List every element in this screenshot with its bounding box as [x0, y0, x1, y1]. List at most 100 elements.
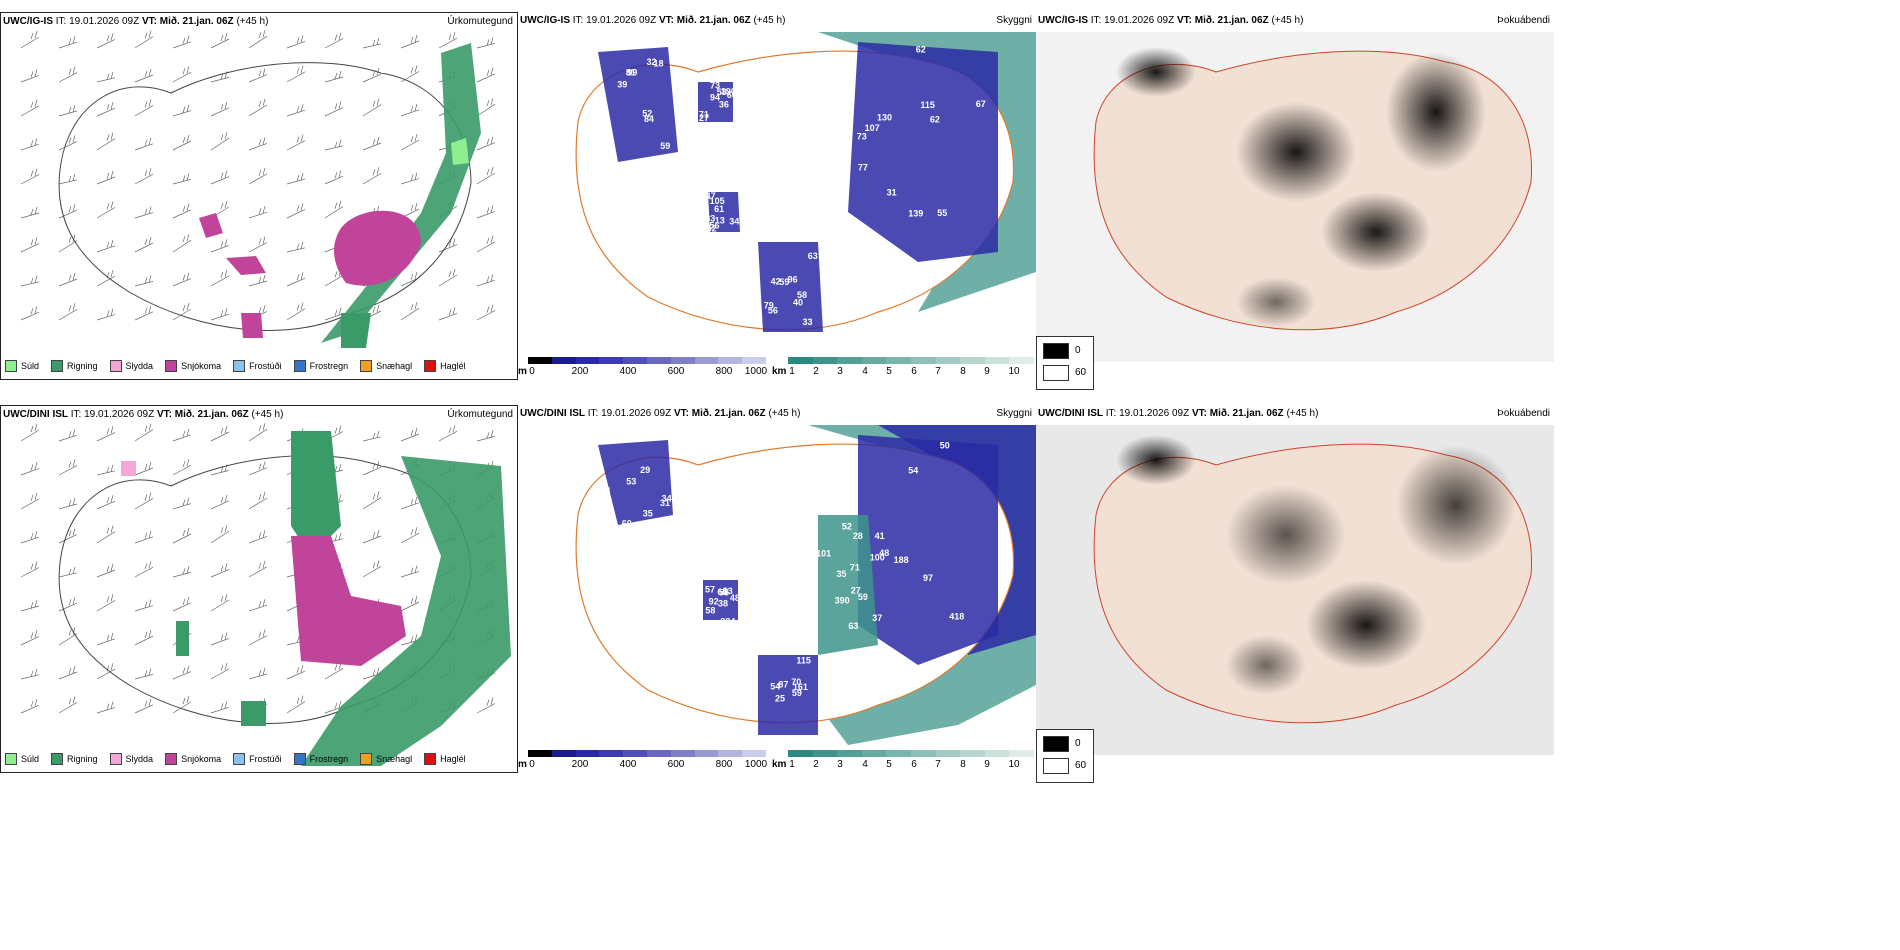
- visibility-value-label: 40: [793, 297, 803, 307]
- visibility-value-label: 105: [710, 196, 725, 206]
- legend-item: Rigning: [51, 360, 98, 372]
- visibility-value-label: 81: [626, 67, 636, 77]
- snow-area: [199, 213, 223, 238]
- legend-item: Snæhagl: [360, 753, 412, 765]
- fog-panel-row2: UWC/DINI ISL IT: 19.01.2026 09Z VT: Mið.…: [1036, 405, 1554, 773]
- tick-label: 7: [935, 759, 941, 770]
- visibility-value-label: 35: [836, 569, 846, 579]
- visibility-value-label: 83: [821, 219, 831, 229]
- visibility-value-label: 56: [768, 305, 778, 315]
- visibility-value-label: 164: [832, 213, 847, 223]
- legend-item: Slydda: [109, 753, 153, 765]
- colorbar-segment: [886, 750, 912, 757]
- low-visibility-area: [708, 192, 740, 232]
- visibility-value-label: 101: [816, 549, 831, 559]
- legend-item: Snjókoma: [165, 360, 221, 372]
- visibility-value-label: 59: [792, 688, 802, 698]
- colorbar-segment: [886, 357, 912, 364]
- visibility-value-label: 62: [930, 114, 940, 124]
- legend-swatch-rain: [51, 360, 64, 372]
- tick-label: 2: [813, 759, 819, 770]
- visibility-value-label: 53: [721, 492, 731, 502]
- visibility-value-label: 92: [709, 597, 719, 607]
- visibility-panel-row2: UWC/DINI ISL IT: 19.01.2026 09Z VT: Mið.…: [518, 405, 1036, 773]
- legend-swatch-freezing-rain: [293, 753, 306, 765]
- colorbar-segment: [861, 357, 888, 364]
- tick-label: 1000: [744, 366, 768, 377]
- tick-label: 600: [667, 759, 685, 770]
- tick-label: 8: [960, 366, 966, 377]
- visibility-value-label: 63: [848, 621, 858, 631]
- visibility-value-label: 34: [662, 493, 672, 503]
- colorbar-segment: [551, 357, 577, 364]
- visibility-value-label: 38: [806, 638, 816, 648]
- visibility-value-label: 42: [771, 276, 781, 286]
- visibility-value-label: 115: [796, 656, 811, 666]
- visibility-value-label: 84: [644, 114, 654, 124]
- tick-label: 8: [960, 759, 966, 770]
- colorbar-segment: [837, 750, 863, 757]
- visibility-value-label: 37: [872, 613, 882, 623]
- visibility-value-label: 139: [908, 209, 923, 219]
- visibility-value-label: 130: [877, 113, 892, 123]
- legend-swatch-hail: [424, 753, 437, 765]
- colorbar-segment: [647, 357, 672, 364]
- visibility-value-label: 67: [976, 99, 986, 109]
- visibility-value-label: 34: [729, 216, 739, 226]
- visibility-value-label: 30: [836, 236, 846, 246]
- visibility-value-label: 57: [705, 585, 715, 595]
- visibility-value-label: 107: [865, 123, 880, 133]
- rain-area: [341, 313, 371, 348]
- legend-swatch-snow-grains: [360, 753, 373, 765]
- legend-swatch-freezing-rain: [293, 360, 306, 372]
- low-visibility-area: [758, 242, 823, 332]
- tick-label: 200: [571, 759, 589, 770]
- panel-header: UWC/DINI ISL IT: 19.01.2026 09Z VT: Mið.…: [3, 408, 513, 422]
- visibility-value-label: 418: [949, 611, 964, 621]
- moderate-visibility-area: [818, 515, 878, 655]
- visibility-value-label: 36: [719, 100, 729, 110]
- visibility-km-colorbar: km 1 2 3 4 5 6 7 8 9 10: [772, 750, 1035, 772]
- colorbar-segment: [911, 750, 937, 757]
- visibility-value-label: 130: [607, 526, 622, 536]
- visibility-value-label: 61: [714, 204, 724, 214]
- legend-item: Frostúði: [233, 360, 282, 372]
- visibility-value-label: 48: [730, 593, 740, 603]
- visibility-value-label: 59: [779, 277, 789, 287]
- legend-swatch-sleet: [109, 753, 122, 765]
- low-visibility-area: [598, 440, 673, 525]
- legend-item: Slydda: [109, 360, 153, 372]
- precip-panel-row1: UWC/IG-IS IT: 19.01.2026 09Z VT: Mið. 21…: [0, 12, 518, 380]
- visibility-value-label: 87: [778, 680, 788, 690]
- fog-patch: [1226, 635, 1306, 695]
- legend-swatch-freezing-drizzle: [233, 753, 246, 765]
- visibility-value-label: 99: [627, 68, 637, 78]
- fog-legend-swatch-high: [1043, 343, 1069, 359]
- fog-map: [1036, 32, 1554, 362]
- visibility-value-label: 39: [617, 80, 627, 90]
- fog-panel-row1: UWC/IG-IS IT: 19.01.2026 09Z VT: Mið. 21…: [1036, 12, 1554, 380]
- low-visibility-area: [858, 435, 998, 665]
- visibility-value-label: 71: [699, 110, 709, 120]
- low-visibility-area: [703, 580, 738, 620]
- visibility-value-label: 41: [875, 531, 885, 541]
- visibility-value-label: 68: [725, 481, 735, 491]
- visibility-value-label: 86: [818, 231, 828, 241]
- visibility-value-label: 59: [858, 592, 868, 602]
- visibility-value-label: 97: [923, 573, 933, 583]
- tick-label: 7: [935, 366, 941, 377]
- tick-label: 9: [984, 366, 990, 377]
- colorbar-segment: [575, 357, 601, 364]
- fog-patch: [1116, 47, 1196, 97]
- visibility-value-label: 53: [626, 477, 636, 487]
- visibility-value-label: 51: [725, 500, 735, 510]
- visibility-value-label: 28: [853, 531, 863, 541]
- fog-patch: [1386, 52, 1486, 172]
- visibility-value-label: 63: [808, 251, 818, 261]
- legend-item: Snjókoma: [165, 753, 221, 765]
- precip-legend: Súld Rigning Slydda Snjókoma Frostúði Fr…: [5, 359, 466, 373]
- fog-legend-swatch-low: [1043, 365, 1069, 381]
- rain-area: [176, 621, 189, 656]
- fog-patch: [1306, 580, 1426, 670]
- visibility-value-label: 33: [802, 317, 812, 327]
